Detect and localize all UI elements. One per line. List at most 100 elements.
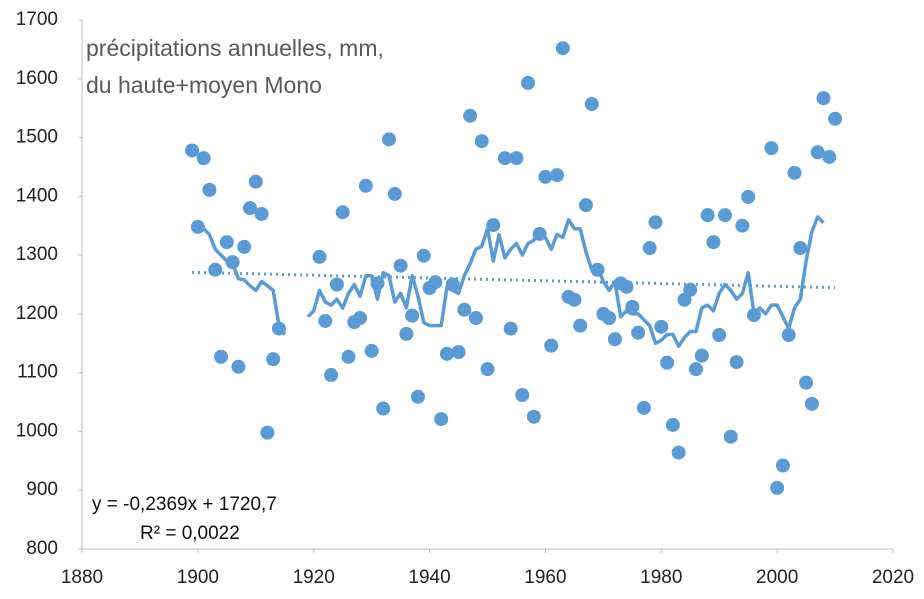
data-point xyxy=(358,178,373,193)
moving-average-line xyxy=(197,215,825,348)
data-point xyxy=(393,258,408,273)
data-point xyxy=(439,346,454,361)
data-point xyxy=(689,362,704,377)
data-point xyxy=(382,132,397,147)
data-point xyxy=(497,151,512,166)
data-point xyxy=(631,325,646,340)
data-point xyxy=(573,318,588,333)
data-point xyxy=(729,355,744,370)
y-tick-label: 900 xyxy=(26,479,58,500)
data-point xyxy=(364,343,379,358)
y-tick-label: 1000 xyxy=(16,420,58,441)
y-tick-label: 1400 xyxy=(16,185,58,206)
x-tick-label: 1940 xyxy=(408,567,450,588)
data-point xyxy=(405,308,420,323)
data-point xyxy=(671,445,686,460)
data-point xyxy=(787,165,802,180)
data-point xyxy=(550,168,565,183)
data-point xyxy=(764,141,779,156)
data-point xyxy=(665,417,680,432)
data-point xyxy=(503,321,518,336)
x-tick-label: 1920 xyxy=(293,567,335,588)
data-point xyxy=(694,348,709,363)
x-tick-label: 1880 xyxy=(61,567,103,588)
chart-title: précipitations annuelles, mm, xyxy=(86,35,384,61)
data-point xyxy=(266,352,281,367)
data-point xyxy=(416,248,431,263)
y-tick-label: 1600 xyxy=(16,68,58,89)
data-point xyxy=(828,111,843,126)
data-point xyxy=(248,174,263,189)
data-point xyxy=(544,338,559,353)
data-point xyxy=(793,241,808,256)
data-point xyxy=(602,311,617,326)
data-point xyxy=(515,388,530,403)
data-point xyxy=(196,151,211,166)
data-point xyxy=(816,91,831,106)
data-point xyxy=(318,313,333,328)
data-point xyxy=(474,134,489,149)
x-tick-label: 1900 xyxy=(177,567,219,588)
data-point xyxy=(822,149,837,164)
data-point xyxy=(202,182,217,197)
data-point xyxy=(683,282,698,297)
data-point xyxy=(231,359,246,374)
data-point xyxy=(324,368,339,383)
data-point xyxy=(567,292,582,307)
data-point xyxy=(312,249,327,264)
data-point xyxy=(457,302,472,317)
y-tick-label: 1500 xyxy=(16,127,58,148)
data-point xyxy=(185,143,200,158)
data-point xyxy=(706,235,721,250)
data-point xyxy=(799,375,814,390)
data-point xyxy=(741,189,756,204)
data-point xyxy=(353,311,368,326)
data-point xyxy=(642,241,657,256)
x-tick-label: 1960 xyxy=(524,567,566,588)
data-point xyxy=(237,239,252,254)
data-point xyxy=(468,311,483,326)
data-point xyxy=(584,97,599,112)
data-point xyxy=(555,41,570,56)
data-point xyxy=(410,389,425,404)
trend-line xyxy=(192,270,836,290)
data-point xyxy=(260,425,275,440)
data-point xyxy=(770,480,785,495)
data-point xyxy=(254,206,269,221)
data-point xyxy=(718,208,733,223)
data-point xyxy=(428,275,443,290)
data-point xyxy=(214,349,229,364)
data-point xyxy=(463,108,478,123)
data-point xyxy=(712,328,727,343)
data-point xyxy=(451,345,466,360)
data-point xyxy=(526,409,541,424)
chart-title: du haute+moyen Mono xyxy=(86,72,322,98)
y-tick-label: 1200 xyxy=(16,303,58,324)
data-point xyxy=(329,277,344,292)
data-point xyxy=(810,145,825,160)
data-point xyxy=(578,198,593,213)
data-point xyxy=(480,362,495,377)
data-point xyxy=(700,208,715,223)
data-point xyxy=(486,218,501,233)
data-point xyxy=(660,355,675,370)
data-point xyxy=(723,429,738,444)
data-point xyxy=(775,458,790,473)
data-point xyxy=(399,326,414,341)
data-point xyxy=(636,400,651,415)
data-point xyxy=(607,332,622,347)
data-point xyxy=(521,75,536,90)
y-tick-label: 800 xyxy=(26,538,58,559)
data-point xyxy=(376,401,391,416)
data-point xyxy=(434,412,449,427)
annotation: y = -0,2369x + 1720,7 xyxy=(92,494,277,515)
annotation: R² = 0,0022 xyxy=(140,523,240,544)
x-tick-label: 2000 xyxy=(756,567,798,588)
data-point xyxy=(804,396,819,411)
data-point xyxy=(242,201,257,216)
x-tick-label: 1980 xyxy=(640,567,682,588)
data-point xyxy=(654,319,669,334)
data-point xyxy=(648,215,663,230)
data-point xyxy=(735,218,750,233)
